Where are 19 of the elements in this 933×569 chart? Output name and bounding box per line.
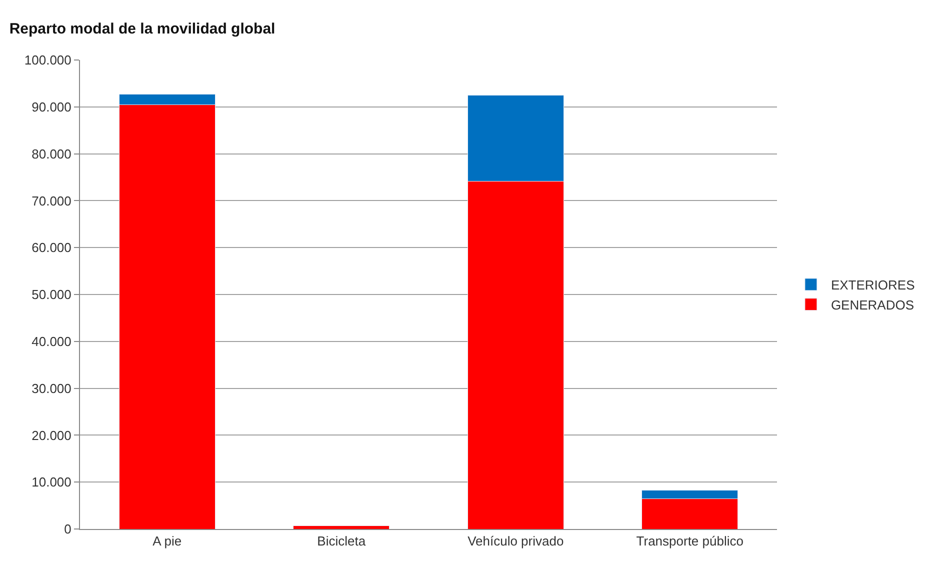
- chart-title: Reparto modal de la movilidad global: [9, 20, 276, 38]
- x-tick-label: Transporte público: [636, 534, 744, 549]
- bar: [293, 525, 390, 529]
- y-tick-label: 80.000: [32, 146, 72, 162]
- y-tick-label: 60.000: [32, 240, 72, 256]
- y-tick-label: 90.000: [32, 99, 72, 114]
- legend-label: EXTERIORES: [830, 278, 916, 293]
- y-tick-label: 100.000: [24, 52, 72, 68]
- x-tick-label: A pie: [152, 534, 182, 549]
- x-tick-label: Bicicleta: [317, 534, 366, 549]
- x-tick-label: Vehículo privado: [468, 534, 564, 549]
- y-tick-label: 50.000: [32, 287, 72, 302]
- y-tick-label: 40.000: [32, 334, 72, 349]
- legend-label: GENERADOS: [830, 297, 914, 312]
- y-tick-label: 20.000: [32, 428, 72, 443]
- y-tick-label: 0: [64, 522, 72, 537]
- y-tick-label: 70.000: [32, 193, 72, 208]
- y-tick-label: 10.000: [32, 474, 72, 490]
- y-tick-label: 30.000: [32, 380, 72, 396]
